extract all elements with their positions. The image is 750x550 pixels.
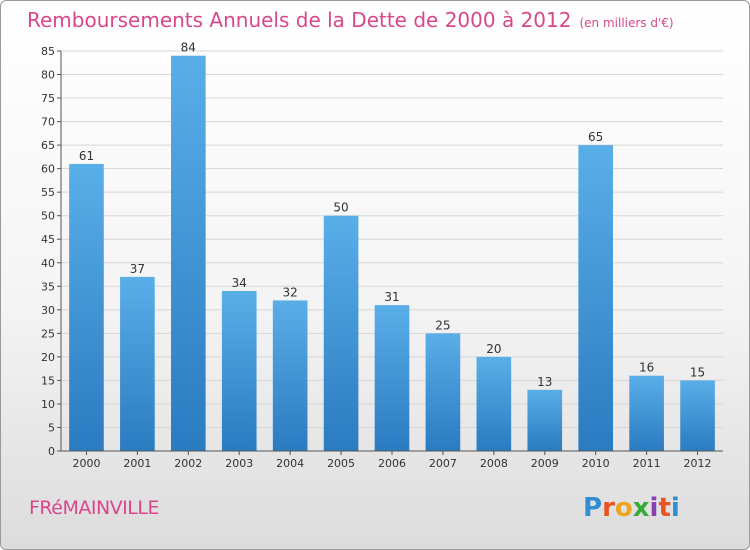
x-axis: 2000 2001 2002 2003 2004 2005 2006 2007 2008 2009… — [61, 450, 723, 470]
data-label-2001: 37 — [130, 262, 145, 276]
data-label-2004: 32 — [283, 285, 298, 299]
bar-2005 — [323, 215, 359, 451]
bar-2011 — [629, 375, 664, 451]
y-tick-label: 55 — [41, 186, 55, 199]
logo-letter: P — [583, 493, 603, 523]
x-tick-label-2003: 2003 — [225, 457, 253, 470]
bar-2009 — [527, 389, 563, 451]
x-tick-label-2012: 2012 — [684, 457, 712, 470]
commune-name: FRéMAINVILLE — [29, 497, 159, 519]
bar-2002 — [170, 55, 206, 452]
x-tick-label-2004: 2004 — [276, 457, 304, 470]
y-tick-label: 25 — [41, 327, 55, 340]
bar-2008 — [476, 356, 512, 451]
chart-title: Remboursements Annuels de la Dette de 20… — [27, 8, 572, 32]
bar-2000 — [69, 163, 104, 452]
x-tick-label-2002: 2002 — [174, 457, 202, 470]
y-axis: 0 5 10 15 20 25 30 35 40 45 50 55 60 65 70 75 80 85 — [41, 45, 62, 458]
data-label-2008: 20 — [486, 342, 501, 356]
data-label-2002: 84 — [181, 41, 196, 55]
y-tick-label: 15 — [41, 374, 55, 387]
logo-letter: i — [649, 493, 659, 523]
bar-chart: 0 5 10 15 20 25 30 35 40 45 50 55 60 65 70 75 80 85 61 37 8… — [41, 41, 723, 470]
data-label-2010: 65 — [588, 130, 603, 144]
y-tick-label: 80 — [41, 69, 55, 82]
logo-letter: x — [632, 493, 650, 523]
bar-2004 — [272, 300, 308, 451]
data-label-2011: 16 — [639, 361, 654, 375]
bar-2012 — [680, 380, 715, 451]
chart-title-block: Remboursements Annuels de la Dette de 20… — [27, 8, 674, 32]
data-label-2005: 50 — [333, 201, 348, 215]
x-tick-label-2006: 2006 — [378, 457, 406, 470]
x-tick-label-2011: 2011 — [633, 457, 661, 470]
y-tick-label: 0 — [48, 445, 55, 458]
logo-letter: t — [658, 493, 671, 523]
y-tick-label: 45 — [41, 233, 55, 246]
data-label-2003: 34 — [232, 276, 247, 290]
x-tick-label-2007: 2007 — [429, 457, 457, 470]
y-tick-label: 50 — [41, 210, 55, 223]
logo-letter: r — [602, 493, 615, 523]
x-tick-label-2008: 2008 — [480, 457, 508, 470]
y-tick-label: 40 — [41, 257, 55, 270]
data-label-2009: 13 — [537, 375, 552, 389]
y-tick-label: 20 — [41, 351, 55, 364]
y-tick-label: 35 — [41, 280, 55, 293]
bar-2003 — [221, 291, 257, 451]
bar-2001 — [120, 276, 155, 451]
data-label-2000: 61 — [79, 149, 94, 163]
x-tick-label-2001: 2001 — [123, 457, 151, 470]
chart-unit: (en milliers d'€) — [579, 16, 674, 30]
bar-2010 — [578, 145, 614, 451]
y-tick-label: 30 — [41, 304, 55, 317]
y-tick-label: 85 — [41, 45, 55, 58]
data-label-2012: 15 — [690, 365, 705, 379]
y-tick-label: 60 — [41, 163, 55, 176]
logo-letter: o — [614, 493, 633, 523]
bars: 61 37 84 34 32 50 31 25 20 13 65 16 15 — [69, 41, 715, 452]
y-tick-label: 70 — [41, 116, 55, 129]
bar-2007 — [425, 333, 461, 451]
y-tick-label: 65 — [41, 139, 55, 152]
y-tick-label: 75 — [41, 92, 55, 105]
x-tick-label-2000: 2000 — [72, 457, 100, 470]
data-label-2006: 31 — [384, 290, 399, 304]
x-tick-label-2005: 2005 — [327, 457, 355, 470]
y-tick-label: 5 — [48, 421, 55, 434]
x-tick-label-2009: 2009 — [531, 457, 559, 470]
x-tick-label-2010: 2010 — [582, 457, 610, 470]
data-label-2007: 25 — [435, 318, 450, 332]
bar-2006 — [374, 305, 410, 451]
y-tick-label: 10 — [41, 398, 55, 411]
logo-letter: i — [670, 493, 680, 523]
proxiti-logo: Proxiti — [583, 493, 680, 523]
